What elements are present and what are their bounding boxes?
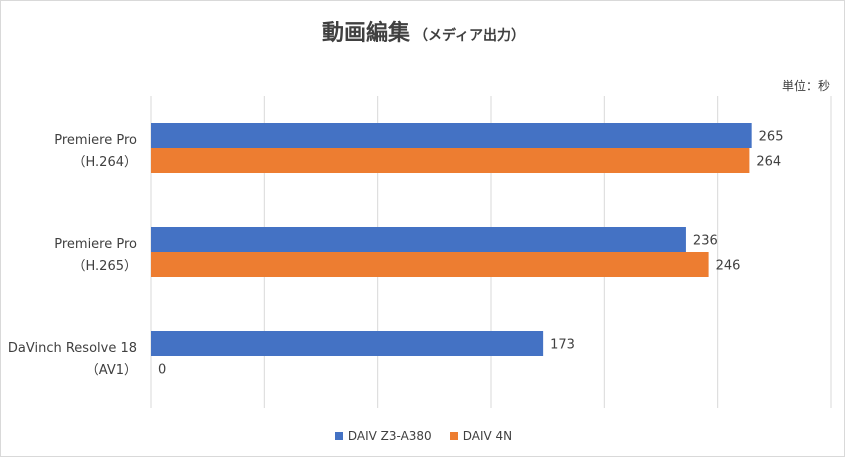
- data-label-1-series-1: 236: [693, 234, 718, 249]
- bar-2-series-1: [151, 331, 544, 356]
- unit-label: 単位：秒: [781, 79, 830, 93]
- bar-0-series-1: [151, 123, 752, 148]
- category-label-1-0: Premiere Pro: [54, 237, 137, 252]
- legend: DAIV Z3-A380 DAIV 4N: [1, 429, 845, 443]
- chart-title-main: 動画編集: [321, 21, 410, 46]
- category-label-2-0: DaVinch Resolve 18: [8, 341, 137, 356]
- category-label-0-0: Premiere Pro: [54, 133, 137, 148]
- chart-subtitle: （メディア出力）: [413, 28, 526, 44]
- category-label-0-1: （H.264）: [73, 155, 138, 170]
- bar-0-series-2: [151, 148, 750, 173]
- category-label-1-1: （H.265）: [73, 259, 138, 274]
- legend-label-series-2: DAIV 4N: [462, 429, 513, 443]
- bar-1-series-1: [151, 227, 686, 252]
- data-label-1-series-2: 246: [716, 259, 741, 274]
- data-label-2-series-1: 173: [550, 338, 575, 353]
- data-label-0-series-2: 264: [756, 155, 781, 170]
- category-label-2-1: （AV1）: [86, 363, 137, 378]
- legend-item-series-1: DAIV Z3-A380: [334, 429, 432, 443]
- chart-title: 動画編集 （メディア出力）: [1, 15, 845, 47]
- legend-item-series-2: DAIV 4N: [449, 429, 513, 443]
- legend-label-series-1: DAIV Z3-A380: [347, 429, 432, 443]
- data-label-0-series-1: 265: [759, 130, 784, 145]
- data-label-2-series-2: 0: [158, 363, 166, 378]
- legend-swatch-series-1: [334, 432, 343, 440]
- legend-swatch-series-2: [449, 432, 458, 440]
- bar-1-series-2: [151, 252, 709, 277]
